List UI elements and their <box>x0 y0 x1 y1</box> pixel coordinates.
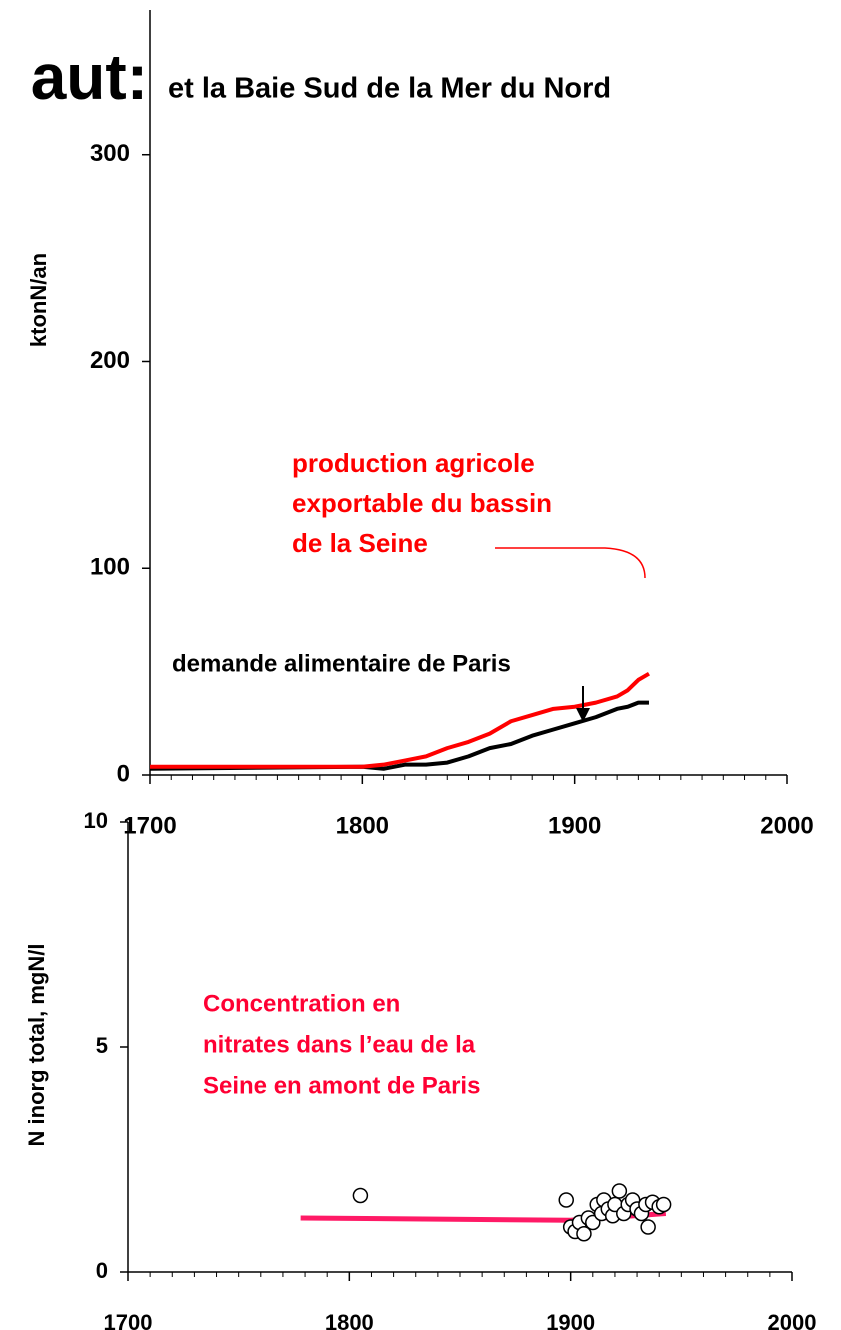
x-tick-label: 1700 <box>104 1310 153 1330</box>
annotation: de la Seine <box>292 528 428 558</box>
x-tick-label: 1800 <box>336 812 389 839</box>
leader-line <box>495 547 646 579</box>
y-tick-label: 100 <box>90 554 130 581</box>
y-tick-label: 10 <box>84 808 108 833</box>
annotation: nitrates dans l’eau de la <box>203 1031 476 1058</box>
x-tick-label: 1900 <box>546 1310 595 1330</box>
x-tick-label: 1900 <box>548 812 601 839</box>
x-tick-label: 1800 <box>325 1310 374 1330</box>
line-series <box>149 700 649 771</box>
y-tick-label: 0 <box>117 760 130 787</box>
annotation: Concentration en <box>203 990 400 1017</box>
x-tick-label: 2000 <box>768 1310 817 1330</box>
annotation: production agricole <box>292 448 535 478</box>
scatter-point <box>352 1187 369 1204</box>
chart-title: aut: <box>31 41 148 113</box>
x-tick-label: 2000 <box>760 812 813 839</box>
y-tick-label: 200 <box>90 347 130 374</box>
y-axis-label: ktonN/an <box>26 253 51 347</box>
annotation: demande alimentaire de Paris <box>172 650 511 677</box>
x-tick-label: 1700 <box>123 812 176 839</box>
line-series <box>150 671 650 769</box>
y-axis-label: N inorg total, mgN/l <box>24 944 49 1147</box>
scatter-point <box>640 1219 656 1235</box>
scatter-point <box>576 1226 592 1242</box>
annotation: Seine en amont de Paris <box>203 1072 480 1099</box>
scatter-point <box>558 1192 574 1208</box>
arrow-head <box>576 708 590 722</box>
y-tick-label: 300 <box>90 140 130 167</box>
chart-subtitle: et la Baie Sud de la Mer du Nord <box>168 73 611 105</box>
scatter-point <box>655 1196 672 1213</box>
y-tick-label: 0 <box>96 1258 108 1283</box>
y-tick-label: 5 <box>96 1033 108 1058</box>
scatter-point <box>611 1183 628 1199</box>
annotation: exportable du bassin <box>292 488 552 518</box>
